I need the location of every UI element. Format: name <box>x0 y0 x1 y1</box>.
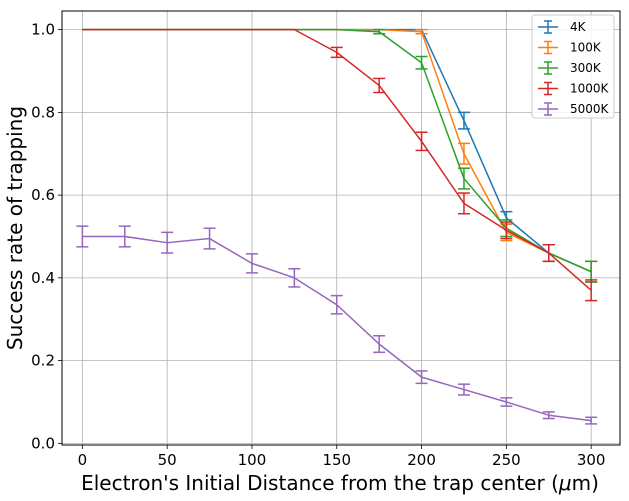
legend-label: 1000K <box>570 82 610 96</box>
y-tick-label: 0.2 <box>31 352 55 370</box>
y-tick-label: 0.6 <box>31 186 55 204</box>
series-5000k <box>76 225 598 425</box>
ticks: 0 50 100 150 200 250 300 0.0 0.2 0.4 0.6 0.8 1.0 <box>31 21 605 469</box>
x-tick-label: 200 <box>407 451 436 469</box>
legend-label: 300K <box>570 61 602 75</box>
series-group <box>76 28 598 425</box>
series-1000k <box>82 28 598 302</box>
y-axis-title: Success rate of trapping <box>3 106 27 350</box>
grid <box>62 11 620 445</box>
x-tick-label: 250 <box>492 451 521 469</box>
legend-label: 100K <box>570 41 602 55</box>
legend-label: 5000K <box>570 102 610 116</box>
legend: 4K 100K 300K 1000K 5000K <box>531 14 615 119</box>
y-tick-label: 0.8 <box>31 103 55 121</box>
x-tick-label: 150 <box>322 451 351 469</box>
legend-box <box>531 14 615 119</box>
x-tick-label: 100 <box>238 451 267 469</box>
plot-frame <box>61 10 621 446</box>
y-tick-label: 0.0 <box>31 434 55 452</box>
x-tick-label: 50 <box>158 451 177 469</box>
legend-label: 4K <box>570 20 587 34</box>
y-tick-label: 1.0 <box>31 21 55 39</box>
x-tick-label: 300 <box>577 451 606 469</box>
x-tick-label: 0 <box>78 451 88 469</box>
x-axis-title: Electron's Initial Distance from the tra… <box>81 471 599 495</box>
y-tick-label: 0.4 <box>31 269 55 287</box>
